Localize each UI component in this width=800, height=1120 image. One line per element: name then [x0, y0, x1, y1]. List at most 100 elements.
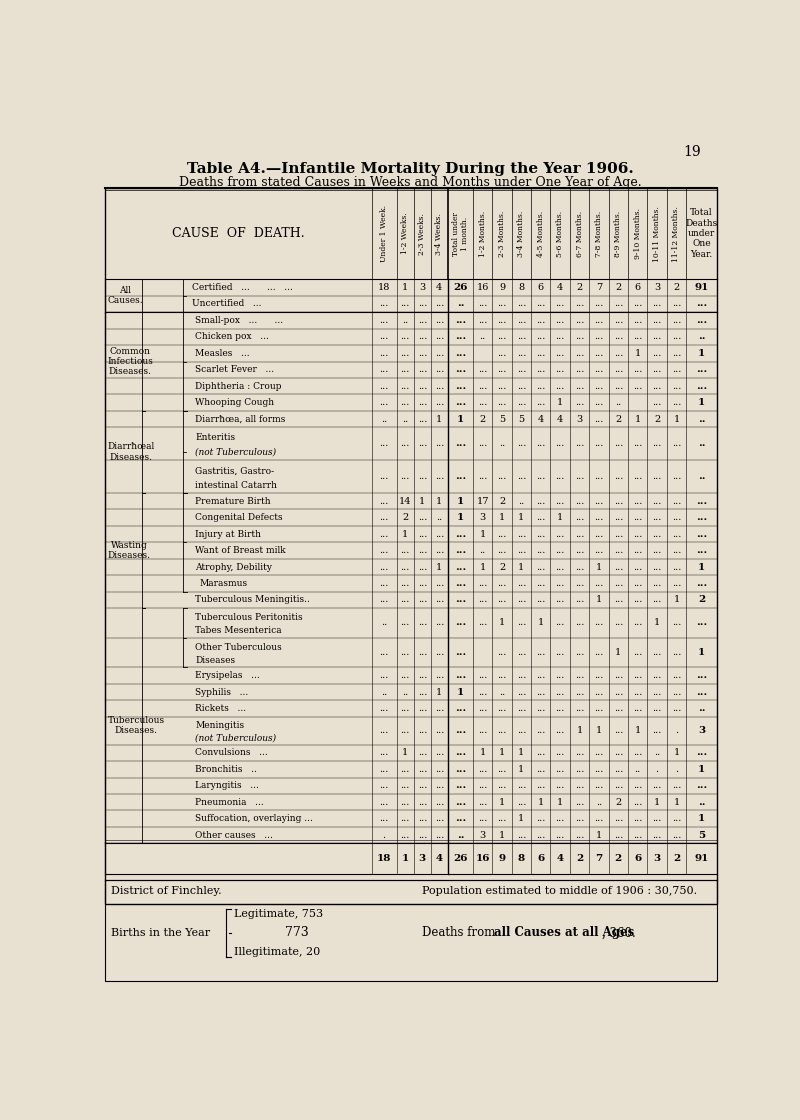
Text: ...: ...: [555, 316, 565, 325]
Text: ...: ...: [418, 782, 427, 791]
Text: Table A4.—Infantile Mortality During the Year 1906.: Table A4.—Infantile Mortality During the…: [186, 162, 634, 176]
Text: ...: ...: [575, 365, 584, 374]
Text: ...: ...: [478, 814, 487, 823]
Text: 2: 2: [614, 855, 622, 864]
Text: Tuberculous Peritonitis: Tuberculous Peritonitis: [195, 614, 303, 623]
Text: ...: ...: [633, 782, 642, 791]
Text: ...: ...: [517, 579, 526, 588]
Text: District of Finchley.: District of Finchley.: [111, 886, 222, 896]
Text: 16: 16: [477, 283, 489, 292]
Text: ...: ...: [418, 648, 427, 657]
Text: ...: ...: [478, 782, 487, 791]
Text: ...: ...: [536, 299, 546, 308]
Text: 1: 1: [457, 414, 464, 423]
Text: ...: ...: [672, 439, 681, 448]
Text: ...: ...: [418, 316, 427, 325]
Text: ...: ...: [672, 497, 681, 506]
Text: ...: ...: [614, 299, 623, 308]
Text: ...: ...: [575, 398, 584, 407]
Text: ...: ...: [536, 765, 546, 774]
Text: ...: ...: [455, 382, 466, 391]
Text: ...: ...: [696, 513, 707, 522]
Text: 773: 773: [285, 926, 309, 940]
Text: ...: ...: [614, 748, 623, 757]
Text: ...: ...: [434, 671, 444, 680]
Text: ...: ...: [434, 704, 444, 713]
Text: Illegitimate, 20: Illegitimate, 20: [234, 946, 320, 956]
Text: ...: ...: [672, 618, 681, 627]
Text: ...: ...: [455, 398, 466, 407]
Text: 1: 1: [402, 855, 409, 864]
Text: ...: ...: [379, 704, 389, 713]
Text: 26: 26: [454, 283, 468, 292]
Text: 1: 1: [596, 726, 602, 735]
Text: ...: ...: [594, 497, 604, 506]
Text: ...: ...: [401, 579, 410, 588]
Text: ...: ...: [633, 648, 642, 657]
Text: ...: ...: [696, 547, 707, 556]
Text: ...: ...: [478, 726, 487, 735]
Text: ...: ...: [455, 782, 466, 791]
Text: ...: ...: [672, 562, 681, 571]
Text: ...: ...: [455, 333, 466, 342]
Text: ...: ...: [379, 648, 389, 657]
Text: ...: ...: [401, 547, 410, 556]
Text: 1: 1: [674, 414, 679, 423]
Text: ...: ...: [478, 618, 487, 627]
Text: ...: ...: [418, 382, 427, 391]
Text: ...: ...: [418, 530, 427, 539]
Text: ...: ...: [379, 513, 389, 522]
Text: ...: ...: [633, 748, 642, 757]
Text: ...: ...: [652, 596, 662, 605]
Text: Suffocation, overlaying ...: Suffocation, overlaying ...: [195, 814, 314, 823]
Text: 1: 1: [499, 831, 505, 840]
Text: ...: ...: [379, 365, 389, 374]
Text: ...: ...: [696, 365, 707, 374]
Text: 1-2 Weeks.: 1-2 Weeks.: [401, 213, 409, 254]
Text: ..: ..: [499, 439, 505, 448]
Text: ...: ...: [498, 726, 506, 735]
Text: ...: ...: [401, 365, 410, 374]
Text: ...: ...: [478, 579, 487, 588]
Text: ..: ..: [479, 333, 486, 342]
Text: ...: ...: [401, 704, 410, 713]
Text: 2: 2: [577, 283, 582, 292]
Text: ...: ...: [633, 579, 642, 588]
Text: 1: 1: [436, 688, 442, 697]
Text: ...: ...: [517, 797, 526, 806]
Text: ...: ...: [517, 547, 526, 556]
Text: ...: ...: [652, 562, 662, 571]
Text: ...: ...: [379, 348, 389, 357]
Text: ...: ...: [555, 688, 565, 697]
Text: 11-12 Months.: 11-12 Months.: [673, 206, 681, 261]
Text: ...: ...: [652, 814, 662, 823]
Text: ...: ...: [633, 797, 642, 806]
Text: ...: ...: [379, 530, 389, 539]
Text: ...: ...: [498, 547, 506, 556]
Text: ...: ...: [418, 814, 427, 823]
Text: 1: 1: [698, 398, 705, 407]
Text: Other Tuberculous: Other Tuberculous: [195, 643, 282, 652]
Text: ...: ...: [652, 547, 662, 556]
Text: ...: ...: [401, 596, 410, 605]
Text: Diphtheria : Croup: Diphtheria : Croup: [195, 382, 282, 391]
Text: ...: ...: [434, 579, 444, 588]
Text: 8: 8: [518, 855, 525, 864]
Text: ..: ..: [402, 414, 408, 423]
Text: ...: ...: [555, 831, 565, 840]
Text: ...: ...: [536, 726, 546, 735]
Text: 1: 1: [698, 648, 705, 657]
Text: ..: ..: [381, 688, 387, 697]
Text: 1: 1: [457, 688, 464, 697]
Text: 3: 3: [654, 855, 661, 864]
Text: ...: ...: [498, 765, 506, 774]
Text: ...: ...: [401, 348, 410, 357]
Text: 4: 4: [436, 855, 443, 864]
Text: .: .: [675, 726, 678, 735]
Text: ...: ...: [536, 316, 546, 325]
Text: ...: ...: [555, 299, 565, 308]
Text: ...: ...: [614, 497, 623, 506]
Text: ...: ...: [418, 726, 427, 735]
Text: Convulsions   ...: Convulsions ...: [195, 748, 268, 757]
Text: ...: ...: [401, 439, 410, 448]
